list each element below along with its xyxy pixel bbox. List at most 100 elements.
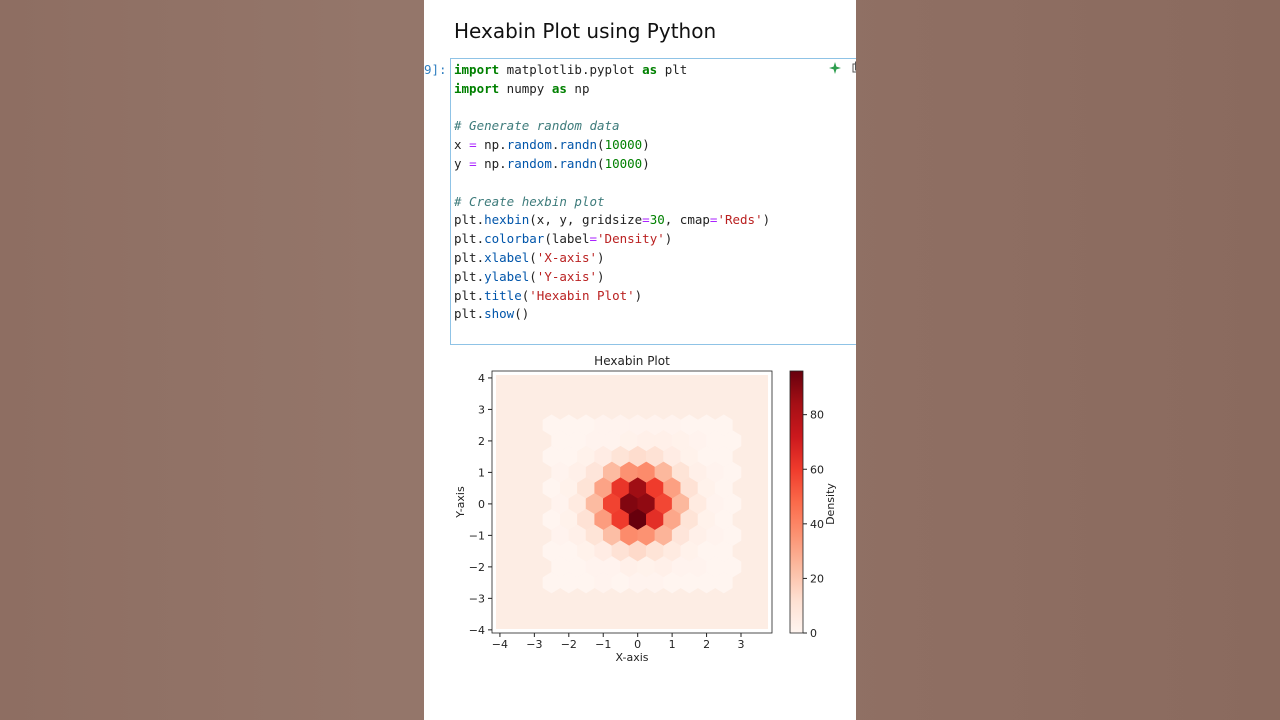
code-token: , cmap [664, 212, 710, 228]
colorbar [789, 370, 804, 634]
code-line: plt.ylabel('Y-axis') [454, 268, 770, 287]
cell-prompt: 9]: [424, 62, 447, 77]
code-token: np [566, 80, 590, 96]
code-token: ) [642, 137, 650, 153]
code-token: colorbar [484, 231, 545, 247]
code-token: numpy [499, 80, 552, 96]
y-tick-label: 4 [478, 372, 485, 385]
y-tick-label: −4 [469, 624, 485, 637]
code-token: show [484, 306, 515, 322]
code-token: ) [642, 155, 650, 171]
code-token: plt [657, 62, 688, 77]
code-token: ) [664, 231, 673, 247]
y-axis-label: Y-axis [454, 486, 467, 519]
colorbar-tick-label: 0 [810, 627, 817, 640]
x-axis-label: X-axis [616, 651, 649, 664]
code-token: 10000 [604, 155, 643, 171]
code-token: as [551, 80, 567, 96]
colorbar-tick-label: 40 [810, 518, 824, 531]
axes-frame [491, 370, 773, 634]
code-token: (x, y, gridsize [529, 212, 643, 228]
code-line: import numpy as np [454, 80, 770, 99]
code-token: = [469, 155, 477, 171]
code-token: ( [597, 155, 605, 171]
code-token: = [709, 212, 718, 228]
code-token: 30 [649, 212, 665, 228]
colorbar-tick-label: 80 [810, 409, 824, 422]
code-token: plt. [454, 249, 485, 265]
code-token: = [589, 231, 598, 247]
code-token: y [454, 155, 470, 171]
x-tick-label: 0 [634, 638, 641, 651]
code-token: 10000 [604, 137, 643, 153]
code-token: hexbin [484, 212, 530, 228]
x-tick-label: −4 [492, 638, 508, 651]
hex-layer [496, 375, 768, 629]
x-tick-label: −2 [561, 638, 577, 651]
code-token: ( [521, 287, 530, 303]
code-token: import [454, 62, 500, 77]
code-line: plt.colorbar(label='Density') [454, 230, 770, 249]
copy-icon[interactable] [852, 63, 856, 73]
y-tick-label: 0 [478, 498, 485, 511]
y-tick-label: 3 [478, 403, 485, 416]
code-token: 'Density' [597, 231, 665, 247]
hex-cell [714, 571, 733, 594]
code-token: ) [762, 212, 771, 228]
code-token: (label [544, 231, 590, 247]
code-line: import matplotlib.pyplot as plt [454, 61, 770, 80]
code-token: # Create hexbin plot [454, 193, 605, 209]
code-token: plt. [454, 268, 485, 284]
code-token: ( [529, 249, 537, 265]
code-token: = [469, 137, 477, 153]
ai-icon[interactable] [829, 62, 841, 74]
code-line: # Generate random data [454, 117, 770, 136]
code-token: . [551, 155, 560, 171]
code-token: () [514, 306, 530, 322]
code-token: . [551, 137, 560, 153]
y-tick-label: −1 [469, 529, 485, 542]
code-token: randn [559, 155, 598, 171]
code-token: xlabel [484, 249, 530, 265]
y-tick-label: −3 [469, 592, 485, 605]
copy-icon-back [855, 61, 856, 71]
code-line: y = np.random.randn(10000) [454, 155, 770, 174]
x-tick-label: −3 [526, 638, 542, 651]
x-tick-label: 1 [669, 638, 676, 651]
code-token: ( [597, 137, 605, 153]
code-token: np. [476, 137, 507, 153]
x-tick-label: 3 [738, 638, 745, 651]
code-token: # Generate random data [454, 118, 620, 134]
code-token: plt. [454, 231, 485, 247]
code-line: plt.hexbin(x, y, gridsize=30, cmap='Reds… [454, 211, 770, 230]
code-token: ylabel [484, 268, 530, 284]
y-tick-label: −2 [469, 561, 485, 574]
code-token: ) [597, 268, 605, 284]
x-tick-label: 2 [703, 638, 710, 651]
code-line: plt.xlabel('X-axis') [454, 249, 770, 268]
code-token: plt. [454, 287, 485, 303]
code-token: 'Reds' [717, 212, 763, 228]
code-line: # Create hexbin plot [454, 193, 770, 212]
code-token: 'X-axis' [536, 249, 598, 265]
code-token: plt. [454, 306, 485, 322]
heading: Hexabin Plot using Python [454, 19, 717, 43]
code-line: plt.show() [454, 305, 770, 324]
code-token: as [642, 62, 658, 77]
x-tick-label: −1 [595, 638, 611, 651]
colorbar-tick-label: 20 [810, 572, 824, 585]
code-token: title [484, 287, 522, 303]
y-tick-label: 1 [478, 466, 485, 479]
code-token: ) [597, 249, 605, 265]
code-token: np. [476, 155, 507, 171]
code-line: plt.title('Hexabin Plot') [454, 287, 770, 306]
y-tick-label: 2 [478, 435, 485, 448]
code-token: randn [559, 137, 598, 153]
cell-toolbar [829, 61, 856, 74]
code-token: ( [529, 268, 537, 284]
code-cell[interactable]: import matplotlib.pyplot as plt import nu… [450, 58, 856, 345]
code-token: = [642, 212, 650, 228]
code-token: random [506, 137, 552, 153]
